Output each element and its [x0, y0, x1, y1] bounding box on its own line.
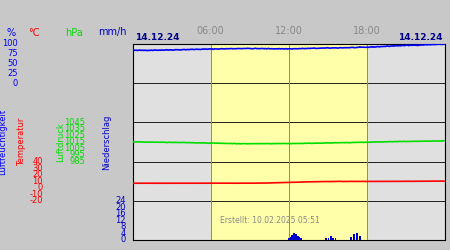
Text: 100: 100 [2, 39, 18, 48]
Text: 0: 0 [13, 78, 18, 88]
Text: %: % [7, 28, 16, 38]
Bar [289, 237, 292, 240]
Text: Erstellt: 10.02.2025 05:51: Erstellt: 10.02.2025 05:51 [220, 216, 320, 225]
Text: 25: 25 [8, 69, 18, 78]
Text: 0: 0 [121, 236, 126, 244]
Text: 18:00: 18:00 [353, 26, 381, 36]
Text: 1015: 1015 [64, 138, 86, 146]
Text: 1035: 1035 [64, 124, 86, 133]
Text: 1025: 1025 [64, 131, 86, 140]
Text: Luftdruck: Luftdruck [56, 122, 65, 162]
Text: 8: 8 [121, 222, 126, 232]
Text: 4: 4 [121, 229, 126, 238]
Bar [350, 237, 352, 240]
Bar [332, 238, 334, 240]
Text: 995: 995 [70, 150, 86, 160]
Bar [291, 235, 293, 240]
Bar [288, 238, 290, 240]
Bar [295, 234, 297, 240]
Bar [293, 234, 295, 240]
Text: 12:00: 12:00 [275, 26, 302, 36]
Text: 06:00: 06:00 [197, 26, 225, 36]
Text: 24: 24 [116, 196, 126, 205]
Bar [353, 234, 355, 240]
Bar [328, 238, 329, 240]
Bar [298, 237, 300, 240]
Bar [300, 238, 302, 240]
Bar [330, 236, 332, 240]
Text: 16: 16 [115, 209, 126, 218]
Text: 0: 0 [37, 183, 43, 192]
Text: 1045: 1045 [64, 118, 86, 127]
Bar [360, 236, 361, 240]
Text: 14.12.24: 14.12.24 [398, 34, 442, 42]
Bar [356, 233, 358, 240]
Bar [334, 238, 337, 240]
Bar [211, 44, 367, 240]
Text: hPa: hPa [65, 28, 83, 38]
Text: 985: 985 [70, 157, 86, 166]
Text: 1005: 1005 [64, 144, 86, 153]
Text: °C: °C [28, 28, 40, 38]
Text: 75: 75 [7, 49, 18, 58]
Text: mm/h: mm/h [98, 28, 127, 38]
Text: -20: -20 [29, 196, 43, 205]
Text: Luftfeuchtigkeit: Luftfeuchtigkeit [0, 109, 7, 175]
Text: 14.12.24: 14.12.24 [135, 34, 180, 42]
Text: Niederschlag: Niederschlag [103, 114, 112, 170]
Text: 20: 20 [32, 170, 43, 179]
Text: -10: -10 [29, 190, 43, 199]
Text: 40: 40 [32, 157, 43, 166]
Text: 20: 20 [116, 203, 126, 212]
Text: 10: 10 [32, 176, 43, 186]
Text: 50: 50 [8, 59, 18, 68]
Bar [325, 238, 327, 240]
Text: Temperatur: Temperatur [17, 118, 26, 166]
Text: 12: 12 [116, 216, 126, 225]
Bar [297, 236, 298, 240]
Text: 30: 30 [32, 164, 43, 172]
